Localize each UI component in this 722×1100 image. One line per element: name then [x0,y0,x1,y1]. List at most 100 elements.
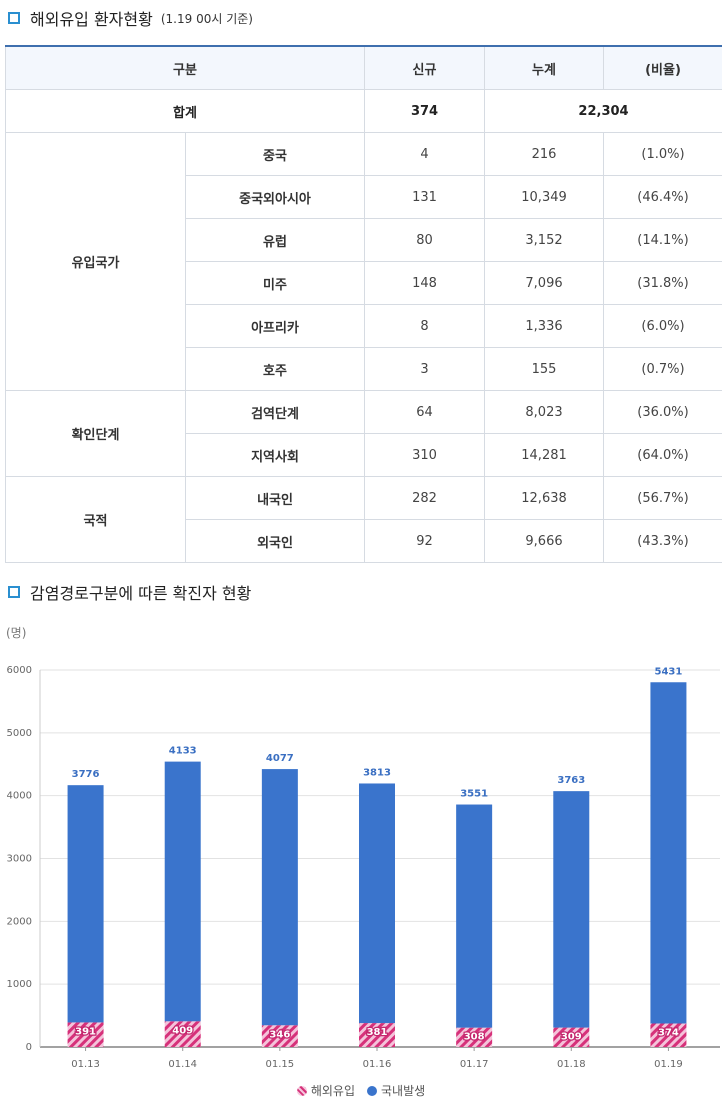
bar-overseas [456,1027,493,1047]
row-ratio: (46.4%) [603,175,722,219]
section-title-text: 해외유입 환자현황 [30,10,153,29]
row-ratio: (64.0%) [603,433,722,477]
row-ratio: (36.0%) [603,390,722,434]
row-ratio: (0.7%) [603,347,722,391]
y-tick-label: 4000 [7,791,32,802]
table-total-row: 합계 374 22,304 [4,89,722,133]
row-label: 아프리카 [184,304,366,348]
imported-cases-table: 구분 신규 누계 (비율) 합계 374 22,304 유입국가 중국 4 216 (1… [4,45,722,563]
section-title-text: 감염경로구분에 따른 확진자 현황 [30,584,252,603]
data-label-overseas: 409 [172,1025,193,1036]
data-label-domestic: 3776 [72,769,100,780]
row-cumulative: 9,666 [484,519,605,563]
y-tick-label: 6000 [7,665,32,676]
y-tick-label: 2000 [7,916,32,927]
total-new: 374 [364,89,486,133]
row-cumulative: 12,638 [484,476,605,520]
row-cumulative: 1,336 [484,304,605,348]
header-ratio: (비율) [603,45,722,90]
row-new: 80 [364,218,486,262]
data-label-overseas: 391 [75,1026,96,1037]
table-row: 유입국가 중국 4 216 (1.0%) [5,132,722,391]
data-label-overseas: 308 [464,1032,485,1043]
y-axis-label: (명) [6,626,26,640]
bar-overseas [553,1027,590,1047]
data-label-domestic: 3813 [363,767,391,778]
data-label-domestic: 3763 [557,775,585,786]
legend-item[interactable]: 해외유입 [296,1082,355,1099]
group-label: 국적 [5,476,186,563]
total-label: 합계 [4,89,366,133]
data-label-overseas: 346 [269,1029,290,1040]
stacked-bar-chart: (명) 0 1000 2000 3000 4000 5000 6000 3776 391 01.13… [6,626,720,1070]
x-tick-label: 01.19 [654,1059,683,1070]
bar-overseas [359,1023,395,1047]
x-tick-label: 01.17 [460,1059,489,1070]
row-ratio: (6.0%) [603,304,722,348]
section-subtitle: (1.19 00시 기준) [160,11,253,26]
row-cumulative: 155 [484,347,605,391]
data-label-domestic: 4133 [169,746,197,757]
section-title-imported-cases: 해외유입 환자현황 (1.19 00시 기준) [8,6,253,30]
row-ratio: (56.7%) [603,476,722,520]
square-bullet-icon [8,12,20,24]
header-category: 구분 [4,45,366,90]
square-bullet-icon [8,586,20,598]
bar-domestic [164,761,201,1022]
x-tick-label: 01.18 [557,1059,586,1070]
total-cumulative: 22,304 [484,89,722,133]
row-ratio: (43.3%) [603,519,722,563]
bar-domestic [67,785,104,1023]
data-label-domestic: 5431 [655,666,683,677]
row-label: 유럽 [184,218,366,262]
row-label: 미주 [184,261,366,305]
x-tick-label: 01.16 [363,1059,392,1070]
table-row: 확인단계 검역단계 64 8,023 (36.0%) [5,390,722,477]
table-row: 호주 3 155 (0.7%) [6,347,722,391]
table-row: 중국외아시아 131 10,349 (46.4%) [6,175,722,219]
bar-overseas [164,1021,201,1047]
data-label-overseas: 381 [367,1027,388,1038]
table-row: 국적 내국인 282 12,638 (56.7%) [5,476,722,563]
data-label-overseas: 374 [658,1028,679,1039]
row-new: 148 [364,261,486,305]
bar-domestic [456,804,493,1028]
row-label: 지역사회 [184,433,366,477]
x-tick-label: 01.15 [266,1059,295,1070]
row-new: 92 [364,519,486,563]
row-cumulative: 216 [484,132,605,176]
legend-item[interactable]: 국내발생 [367,1082,425,1099]
header-new: 신규 [364,45,486,90]
bar-domestic [650,682,687,1024]
chart-legend: 해외유입 국내발생 [0,1082,722,1099]
row-cumulative: 14,281 [484,433,605,477]
group-label: 유입국가 [5,132,186,391]
bar-overseas [261,1025,298,1047]
row-new: 4 [364,132,486,176]
row-label: 호주 [184,347,366,391]
row-cumulative: 8,023 [484,390,605,434]
row-new: 131 [364,175,486,219]
legend-label: 국내발생 [381,1084,426,1098]
legend-swatch [367,1085,377,1096]
row-cumulative: 3,152 [484,218,605,262]
row-label: 내국인 [184,476,366,520]
bar-overseas [67,1022,104,1047]
table-row: 외국인 92 9,666 (43.3%) [6,519,722,563]
y-tick-label: 5000 [7,728,32,739]
header-cumulative: 누계 [484,45,605,90]
y-tick-label: 1000 [7,979,32,990]
y-tick-label: 3000 [7,854,32,865]
row-new: 310 [364,433,486,477]
bar-domestic [359,783,395,1024]
legend-label: 해외유입 [310,1084,355,1098]
table-header-row: 구분 신규 누계 (비율) [4,45,722,90]
table-row: 미주 148 7,096 (31.8%) [6,261,722,305]
row-ratio: (1.0%) [603,132,722,176]
row-label: 검역단계 [184,390,366,434]
row-cumulative: 10,349 [484,175,605,219]
bar-domestic [261,769,298,1026]
row-new: 282 [364,476,486,520]
x-tick-label: 01.14 [168,1059,197,1070]
row-new: 64 [364,390,486,434]
